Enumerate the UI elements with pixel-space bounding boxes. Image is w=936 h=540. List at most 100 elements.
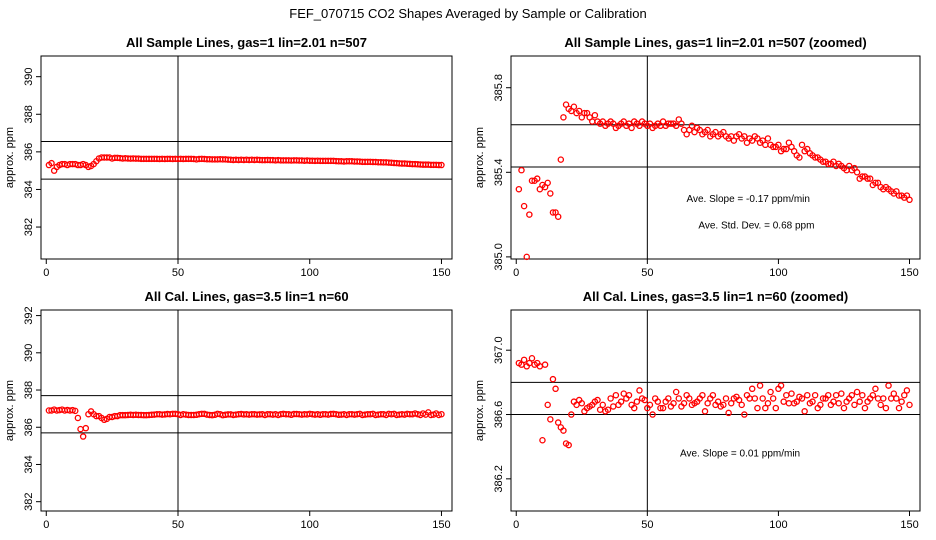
data-point — [835, 400, 842, 407]
y-tick-label: 386.2 — [493, 465, 505, 493]
data-point — [672, 388, 680, 396]
data-point — [72, 407, 79, 415]
data-point — [48, 159, 55, 167]
data-point — [686, 395, 693, 402]
data-point — [788, 390, 795, 397]
y-tick-label: 384 — [23, 180, 35, 198]
y-tick-label: 385.8 — [493, 74, 505, 102]
data-point — [612, 391, 620, 399]
data-point — [589, 118, 596, 125]
data-point — [764, 400, 772, 407]
data-point — [607, 395, 614, 402]
data-point — [759, 395, 766, 402]
y-tick-label: 392 — [23, 306, 35, 324]
data-point — [657, 404, 664, 412]
y-axis-label: approx. ppm — [474, 380, 486, 441]
annotation-text: Ave. Slope = -0.17 ppm/min — [686, 194, 810, 205]
data-point — [549, 375, 557, 383]
x-tick-label: 150 — [432, 267, 450, 279]
data-point — [811, 154, 819, 161]
data-point — [769, 143, 777, 151]
data-point — [819, 158, 827, 165]
data-point — [680, 400, 688, 407]
data-point — [547, 416, 554, 423]
data-point — [777, 382, 785, 389]
x-tick-label: 50 — [641, 519, 653, 531]
data-point — [793, 398, 801, 405]
data-point — [520, 356, 528, 364]
y-tick-label: 390 — [23, 67, 35, 85]
data-point — [591, 111, 599, 119]
data-point — [851, 401, 858, 409]
data-point — [817, 401, 824, 409]
data-point — [649, 411, 656, 418]
data-point — [767, 388, 774, 396]
data-point — [554, 419, 562, 426]
data-point — [704, 400, 711, 407]
data-point — [859, 173, 866, 180]
data-point — [824, 391, 832, 399]
x-tick-label: 50 — [172, 267, 184, 279]
data-point — [874, 395, 882, 402]
data-point — [560, 114, 567, 121]
data-point — [526, 211, 533, 218]
data-point — [565, 441, 572, 449]
plot-frame — [40, 55, 453, 260]
data-point — [581, 109, 588, 117]
data-point — [804, 391, 811, 399]
data-point — [801, 408, 808, 415]
data-point — [518, 166, 525, 174]
x-tick-label: 100 — [769, 267, 787, 279]
data-point — [539, 436, 546, 444]
data-point — [720, 401, 727, 409]
data-point — [754, 404, 761, 412]
data-point — [594, 396, 601, 404]
data-point — [796, 154, 803, 161]
data-point — [741, 411, 748, 418]
data-point — [769, 395, 777, 402]
data-point — [552, 385, 559, 393]
data-point — [688, 122, 696, 130]
data-point — [630, 404, 638, 412]
data-point — [798, 141, 806, 149]
data-point — [882, 404, 890, 412]
panel-title: All Cal. Lines, gas=3.5 lin=1 n=60 — [144, 289, 348, 304]
data-point — [780, 145, 787, 153]
y-tick-label: 386 — [23, 418, 35, 436]
panel-title: All Sample Lines, gas=1 lin=2.01 n=507 — [126, 35, 367, 50]
x-tick-label: 0 — [43, 267, 49, 279]
data-point — [528, 354, 536, 362]
data-point — [560, 427, 567, 434]
data-point — [628, 124, 635, 132]
data-point — [725, 409, 732, 417]
data-point — [898, 398, 905, 405]
data-point — [523, 253, 530, 261]
data-point — [906, 401, 913, 409]
data-point — [575, 107, 583, 115]
data-point — [533, 175, 541, 182]
y-tick-label: 367.0 — [493, 336, 505, 364]
y-tick-label: 384 — [23, 455, 35, 473]
data-point — [853, 388, 861, 396]
data-point — [809, 398, 816, 405]
data-point — [890, 390, 898, 397]
x-tick-label: 50 — [641, 267, 653, 279]
panel-title: All Cal. Lines, gas=3.5 lin=1 n=60 (zoom… — [583, 289, 849, 304]
data-point — [735, 396, 743, 404]
annotation-text: Ave. Slope = 0.01 ppm/min — [680, 449, 800, 460]
data-point — [604, 406, 612, 413]
data-point — [872, 179, 879, 187]
series-points — [45, 406, 445, 440]
y-tick-label: 386.6 — [493, 401, 505, 429]
panel-title: All Sample Lines, gas=1 lin=2.01 n=507 (… — [564, 35, 866, 50]
data-point — [438, 410, 445, 418]
x-tick-label: 150 — [432, 519, 450, 531]
x-tick-label: 50 — [172, 519, 184, 531]
data-point — [670, 400, 677, 407]
x-tick-label: 0 — [43, 519, 49, 531]
data-point — [722, 395, 730, 402]
data-point — [785, 400, 793, 407]
data-point — [515, 185, 523, 193]
y-tick-label: 386 — [23, 143, 35, 161]
data-point — [93, 412, 100, 420]
